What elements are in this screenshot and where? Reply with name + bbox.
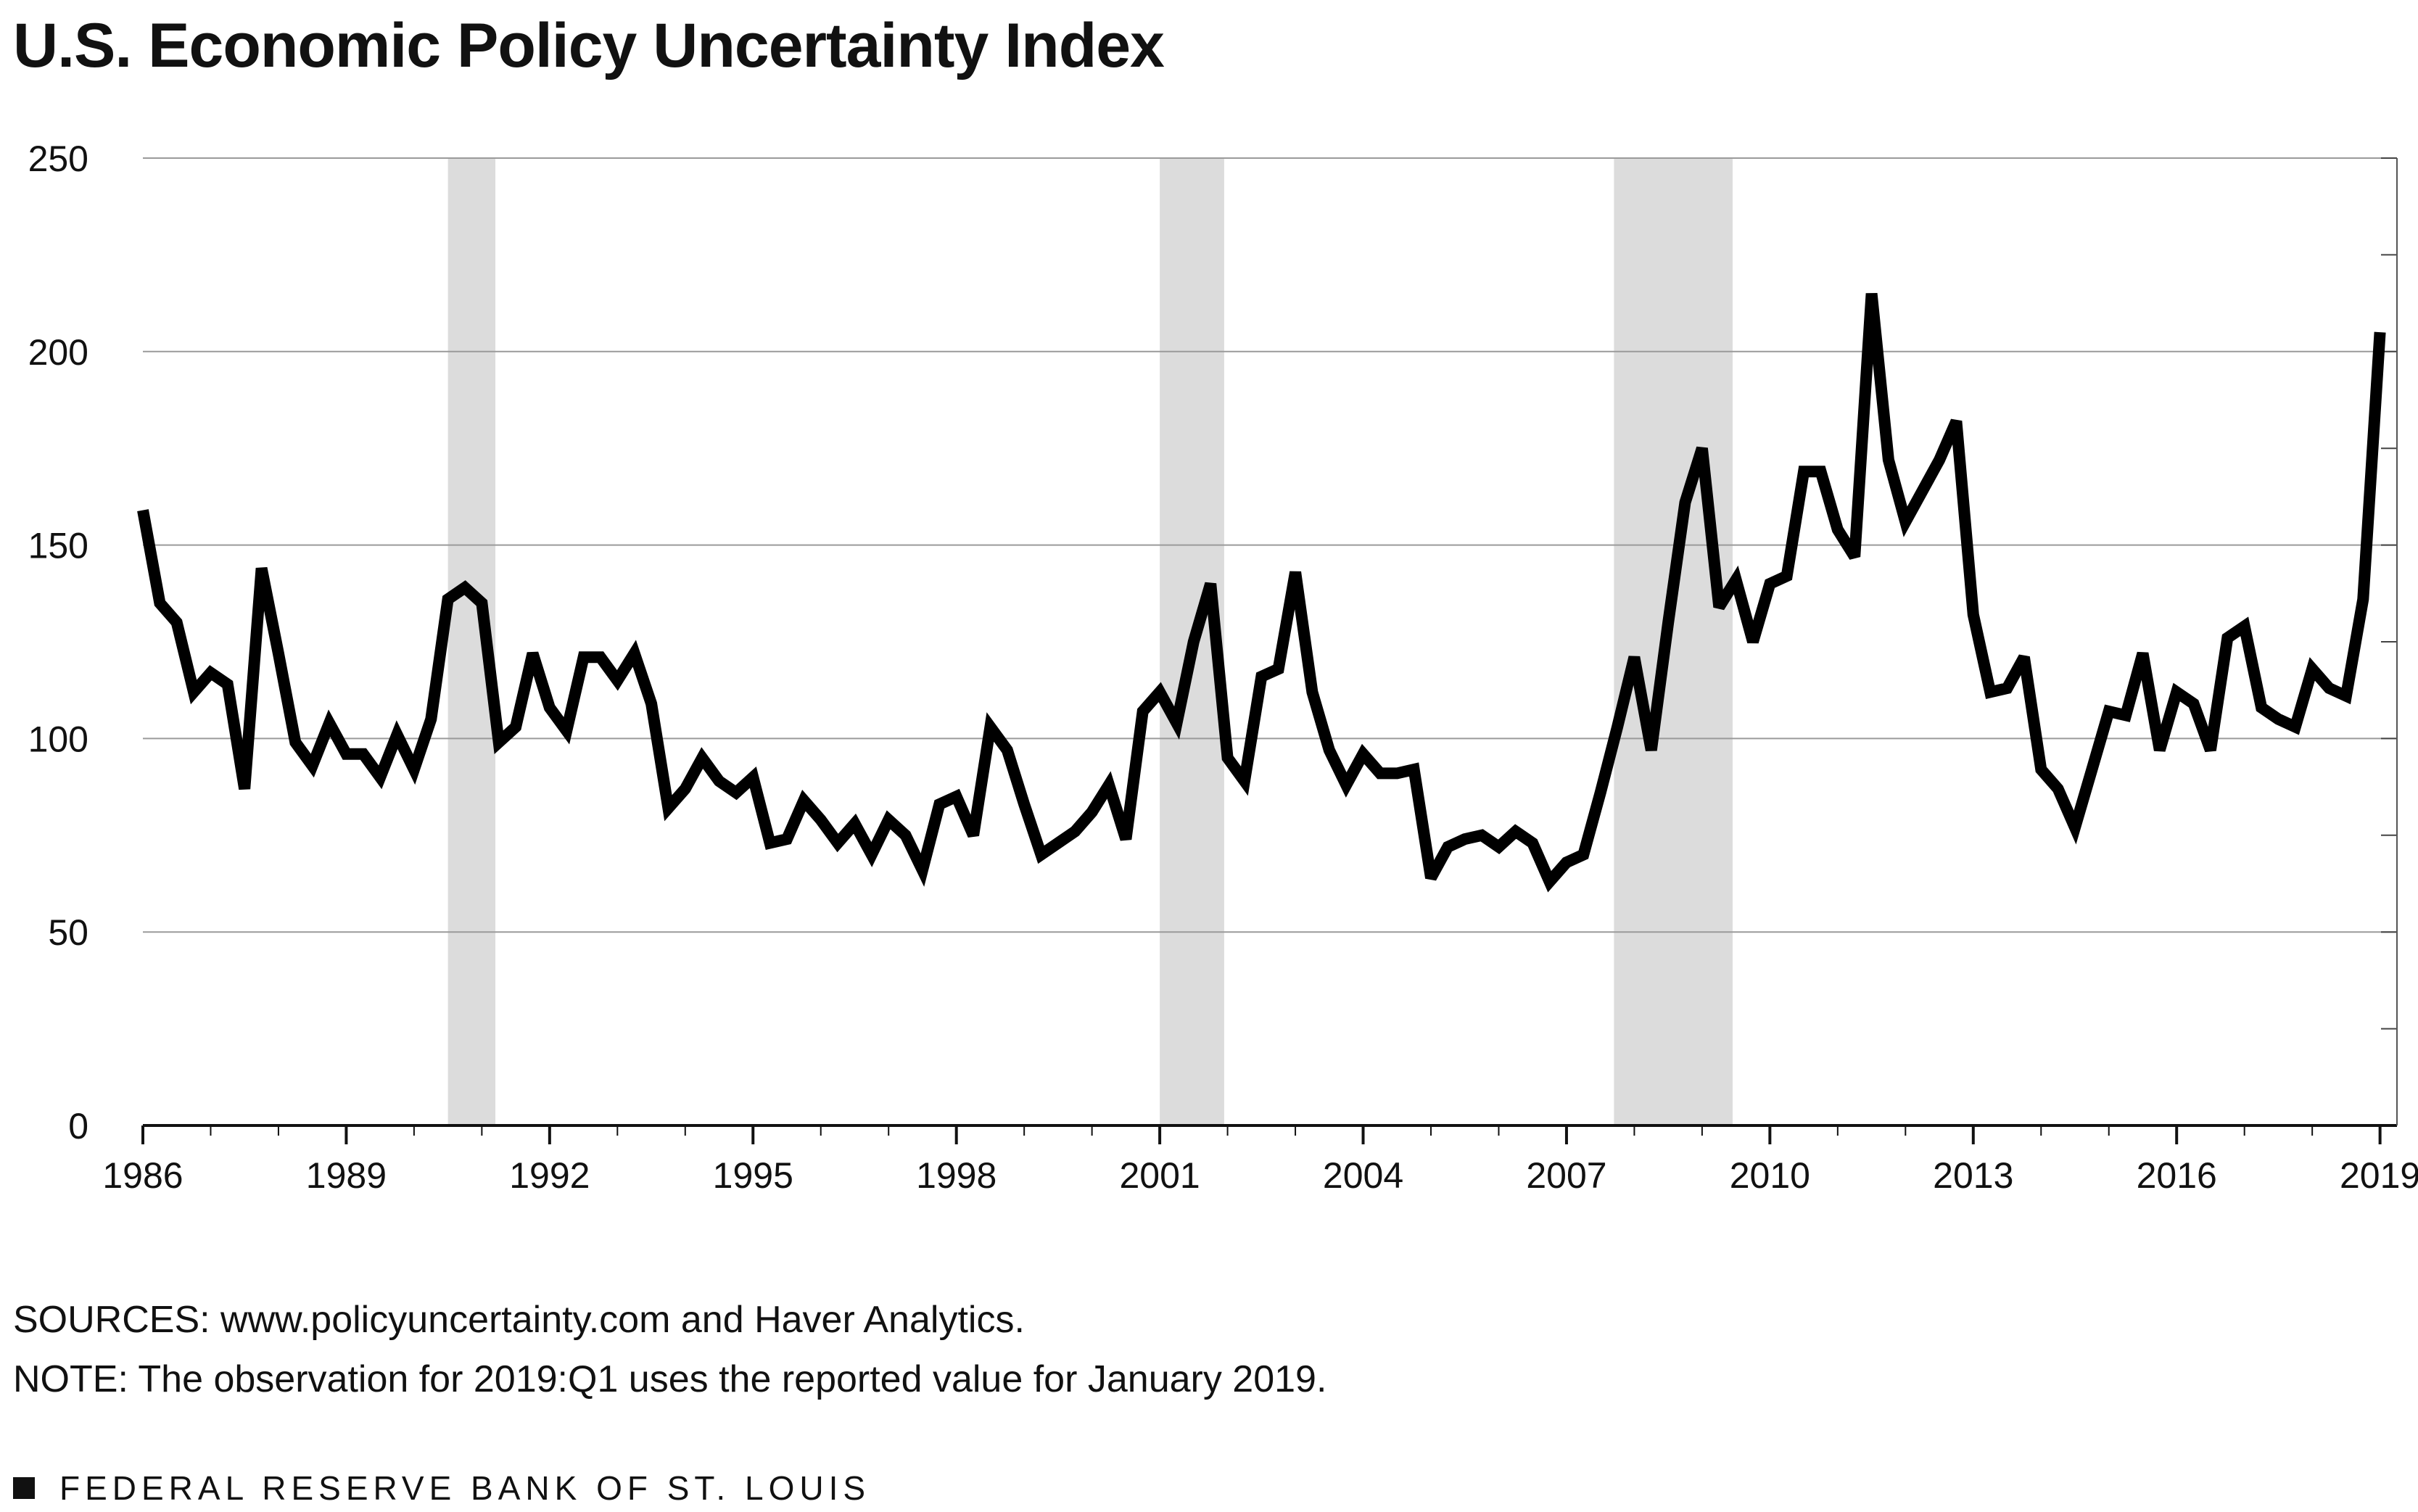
recession-bands bbox=[447, 158, 1733, 1125]
x-tick-label-2016: 2016 bbox=[2137, 1155, 2217, 1196]
x-tick-label-2004: 2004 bbox=[1323, 1155, 1403, 1196]
x-tick-label-1989: 1989 bbox=[306, 1155, 387, 1196]
y-tick-label-0: 0 bbox=[68, 1106, 88, 1147]
sources-note: SOURCES: www.policyuncertainty.com and H… bbox=[13, 1299, 1025, 1341]
y-tick-label-150: 150 bbox=[28, 526, 88, 566]
x-tick-label-1986: 1986 bbox=[102, 1155, 183, 1196]
footer-text: FEDERAL RESERVE BANK OF ST. LOUIS bbox=[59, 1469, 871, 1507]
x-tick-label-2013: 2013 bbox=[1933, 1155, 2013, 1196]
x-tick-label-2007: 2007 bbox=[1526, 1155, 1606, 1196]
footer: FEDERAL RESERVE BANK OF ST. LOUIS bbox=[13, 1468, 870, 1508]
y-tick-label-250: 250 bbox=[28, 139, 88, 179]
x-tick-label-2001: 2001 bbox=[1119, 1155, 1200, 1196]
x-tick-labels: 1986 1989 1992 1995 1998 2001 2004 2007 2010 2013… bbox=[102, 1155, 2418, 1196]
x-tick-label-1998: 1998 bbox=[916, 1155, 997, 1196]
observation-note: NOTE: The observation for 2019:Q1 uses t… bbox=[13, 1358, 1327, 1400]
x-tick-label-1995: 1995 bbox=[713, 1155, 793, 1196]
recession-band-2 bbox=[1614, 158, 1733, 1125]
y-tick-label-50: 50 bbox=[48, 912, 88, 953]
x-tick-label-1992: 1992 bbox=[509, 1155, 590, 1196]
axes bbox=[141, 158, 2398, 1144]
y-tick-label-200: 200 bbox=[28, 332, 88, 373]
x-tick-label-2010: 2010 bbox=[1730, 1155, 1810, 1196]
chart-title: U.S. Economic Policy Uncertainty Index bbox=[13, 11, 1165, 80]
chart-area: 0 50 100 150 200 250 1986 1989 1992 1995 1998 2001… bbox=[28, 139, 2418, 1196]
series-line-0 bbox=[137, 292, 2386, 893]
y-tick-labels: 0 50 100 150 200 250 bbox=[28, 139, 88, 1147]
y-tick-label-100: 100 bbox=[28, 719, 88, 759]
series bbox=[137, 292, 2386, 893]
footer-square-icon bbox=[13, 1477, 35, 1499]
x-tick-label-2019: 2019 bbox=[2340, 1155, 2418, 1196]
